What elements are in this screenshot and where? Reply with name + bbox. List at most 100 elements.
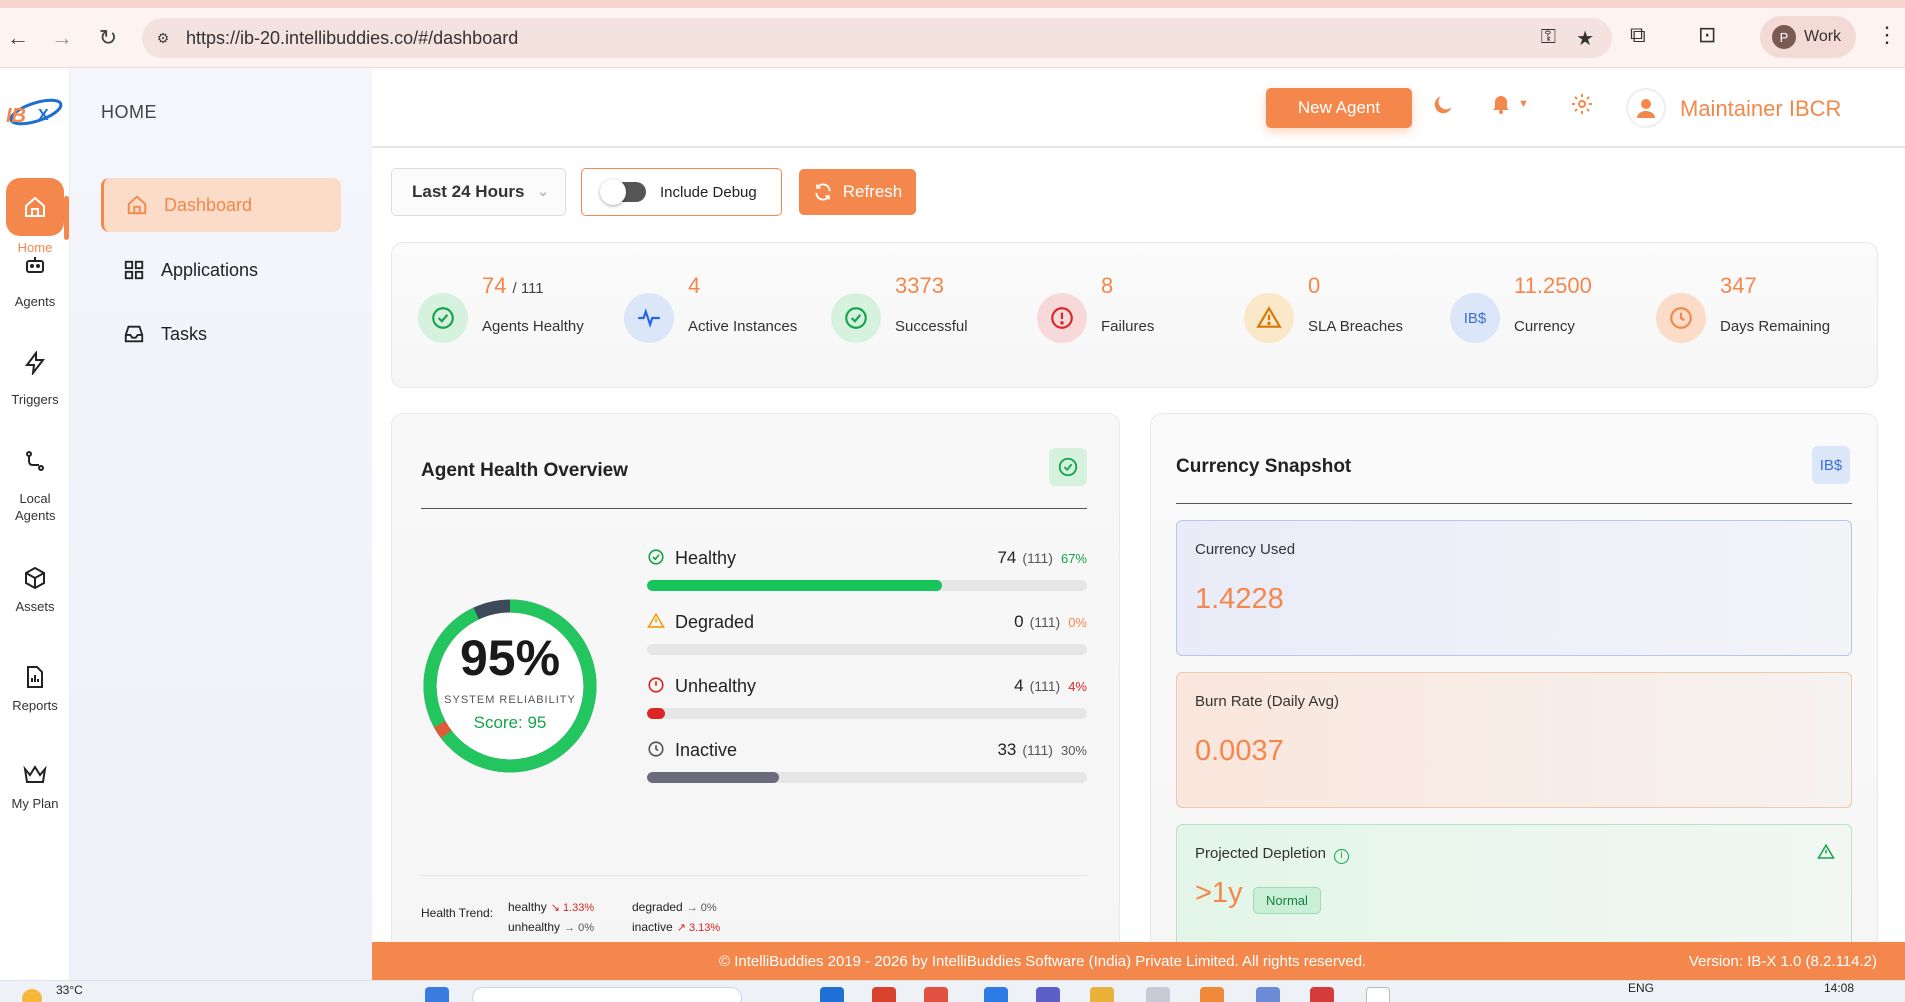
stat-successful: 3373 Successful — [805, 273, 1005, 353]
stat-currency: IB$ 11.2500 Currency — [1424, 273, 1624, 353]
health-progress-fill — [647, 580, 942, 591]
inbox-icon — [124, 325, 144, 343]
clock-icon — [1656, 293, 1706, 343]
rail-item-agents[interactable]: Agents — [0, 236, 70, 309]
health-row-count: 0 (111) 0% — [1014, 612, 1087, 631]
status-badge: Normal — [1253, 887, 1321, 914]
stat-value: 0 — [1308, 273, 1321, 298]
trend-unhealthy: unhealthy → 0% — [508, 920, 595, 934]
clock-time[interactable]: 14:08 — [1824, 981, 1855, 995]
app-footer: © IntelliBuddies 2019 - 2026 by IntelliB… — [372, 942, 1905, 980]
refresh-button[interactable]: Refresh — [799, 169, 916, 215]
currency-snapshot-panel: Currency Snapshot IB$ Currency Used 1.42… — [1150, 413, 1878, 980]
route-icon — [6, 432, 64, 490]
refresh-label: Refresh — [842, 182, 903, 201]
activity-icon — [624, 293, 674, 343]
sidebar-item-label: Dashboard — [164, 194, 253, 215]
profile-button[interactable]: P Work — [1760, 16, 1856, 58]
back-button[interactable]: ← — [7, 25, 29, 50]
divider — [421, 508, 1087, 509]
chevron-down-icon[interactable]: ▼ — [1518, 98, 1529, 110]
stat-agents-healthy: 74/ 111 Agents Healthy — [392, 273, 592, 353]
app-icon[interactable] — [1200, 987, 1224, 1002]
forward-button[interactable]: → — [51, 25, 73, 50]
dark-mode-icon[interactable] — [1430, 92, 1456, 124]
language-indicator[interactable]: ENG — [1628, 981, 1655, 995]
user-name[interactable]: Maintainer IBCR — [1680, 96, 1842, 121]
bookmark-star-icon[interactable]: ★ — [1576, 28, 1594, 50]
rail-label: Reports — [12, 698, 58, 713]
health-row-count: 74 (111) 67% — [997, 548, 1087, 567]
app-icon[interactable] — [1256, 987, 1280, 1002]
app-icon[interactable] — [872, 987, 896, 1002]
user-avatar[interactable] — [1626, 88, 1666, 128]
weather-icon[interactable] — [22, 989, 42, 1002]
rail-item-triggers[interactable]: Triggers — [0, 334, 70, 407]
debug-switch[interactable] — [600, 179, 646, 205]
card-value: 1.4228 — [1195, 583, 1284, 615]
sidebar-item-label: Tasks — [161, 323, 208, 344]
app-icon[interactable] — [1090, 987, 1114, 1002]
extensions-icon[interactable]: ⧉ — [1630, 22, 1646, 47]
app-icon[interactable] — [1146, 987, 1170, 1002]
stat-label: SLA Breaches — [1308, 318, 1404, 335]
app-rail: IB X Home Agents Triggers Local Agents A… — [0, 68, 70, 980]
app-icon[interactable] — [1036, 987, 1060, 1002]
home-icon — [6, 178, 64, 236]
sidebar-item-tasks[interactable]: Tasks — [101, 307, 341, 361]
stat-sla-breaches: 0 SLA Breaches — [1218, 273, 1418, 353]
start-icon[interactable] — [425, 987, 449, 1002]
app-icon[interactable] — [820, 987, 844, 1002]
agent-health-panel: Agent Health Overview 95% SYSTEM RELIABI… — [391, 413, 1120, 980]
alert-circle-icon — [647, 676, 667, 696]
card-label: Projected Depletion i — [1195, 845, 1350, 864]
app-icon[interactable] — [1310, 987, 1334, 1002]
time-range-select[interactable]: Last 24 Hours ⌄ — [391, 168, 566, 216]
trend-label: Health Trend: — [421, 906, 494, 920]
rail-item-local-agents[interactable]: Local Agents — [0, 432, 70, 524]
card-label: Burn Rate (Daily Avg) — [1195, 693, 1339, 710]
rail-label: Agents — [14, 294, 56, 309]
sidebar: HOME Dashboard Applications Tasks — [70, 68, 372, 980]
rail-label: Home — [17, 240, 53, 255]
sidebar-item-label: Applications — [161, 259, 259, 280]
sidebar-item-dashboard[interactable]: Dashboard — [101, 178, 341, 232]
check-circle-icon — [418, 293, 468, 343]
rail-label: My Plan — [11, 796, 59, 811]
app-icon[interactable] — [984, 987, 1008, 1002]
reload-button[interactable]: ↻ — [98, 25, 118, 50]
health-row-unhealthy: Unhealthy 4 (111) 4% — [647, 676, 1087, 736]
health-row-name: Healthy — [675, 548, 737, 568]
app-icon[interactable] — [1366, 987, 1390, 1002]
stat-value: 4 — [688, 273, 701, 298]
site-settings-icon[interactable]: ⚙ — [156, 29, 170, 46]
rail-item-home[interactable]: Home — [0, 178, 70, 255]
info-icon[interactable]: i — [1334, 849, 1350, 864]
tab-search-icon[interactable]: ⊡ — [1698, 22, 1717, 47]
check-circle-icon — [647, 548, 667, 568]
gear-icon[interactable] — [1570, 92, 1594, 122]
card-value: >1y — [1195, 877, 1243, 909]
search-box[interactable] — [472, 987, 742, 1002]
new-agent-button[interactable]: New Agent — [1266, 88, 1412, 128]
sidebar-item-applications[interactable]: Applications — [101, 243, 341, 297]
stat-label: Failures — [1101, 318, 1155, 335]
include-debug-toggle[interactable]: Include Debug — [581, 168, 782, 216]
avatar: P — [1772, 25, 1796, 49]
more-menu-icon[interactable]: ⋮ — [1876, 22, 1898, 47]
password-key-icon[interactable]: ⚿ — [1540, 26, 1556, 48]
app-icon[interactable] — [924, 987, 948, 1002]
check-circle-icon — [1049, 448, 1087, 486]
ib-logo: IB X — [6, 98, 63, 127]
sidebar-section-title: HOME — [101, 102, 157, 122]
stat-value: 11.2500 — [1514, 273, 1592, 298]
bell-icon[interactable] — [1492, 94, 1510, 120]
health-progress-fill — [647, 708, 665, 719]
include-debug-label: Include Debug — [660, 183, 757, 201]
switch-knob — [600, 179, 626, 205]
cube-icon — [6, 549, 64, 607]
stat-value: 74/ 111 — [482, 273, 544, 298]
address-bar[interactable]: ⚙ https://ib-20.intellibuddies.co/#/dash… — [142, 18, 1612, 58]
panel-title: Agent Health Overview — [421, 460, 628, 481]
health-row-degraded: Degraded 0 (111) 0% — [647, 612, 1087, 672]
